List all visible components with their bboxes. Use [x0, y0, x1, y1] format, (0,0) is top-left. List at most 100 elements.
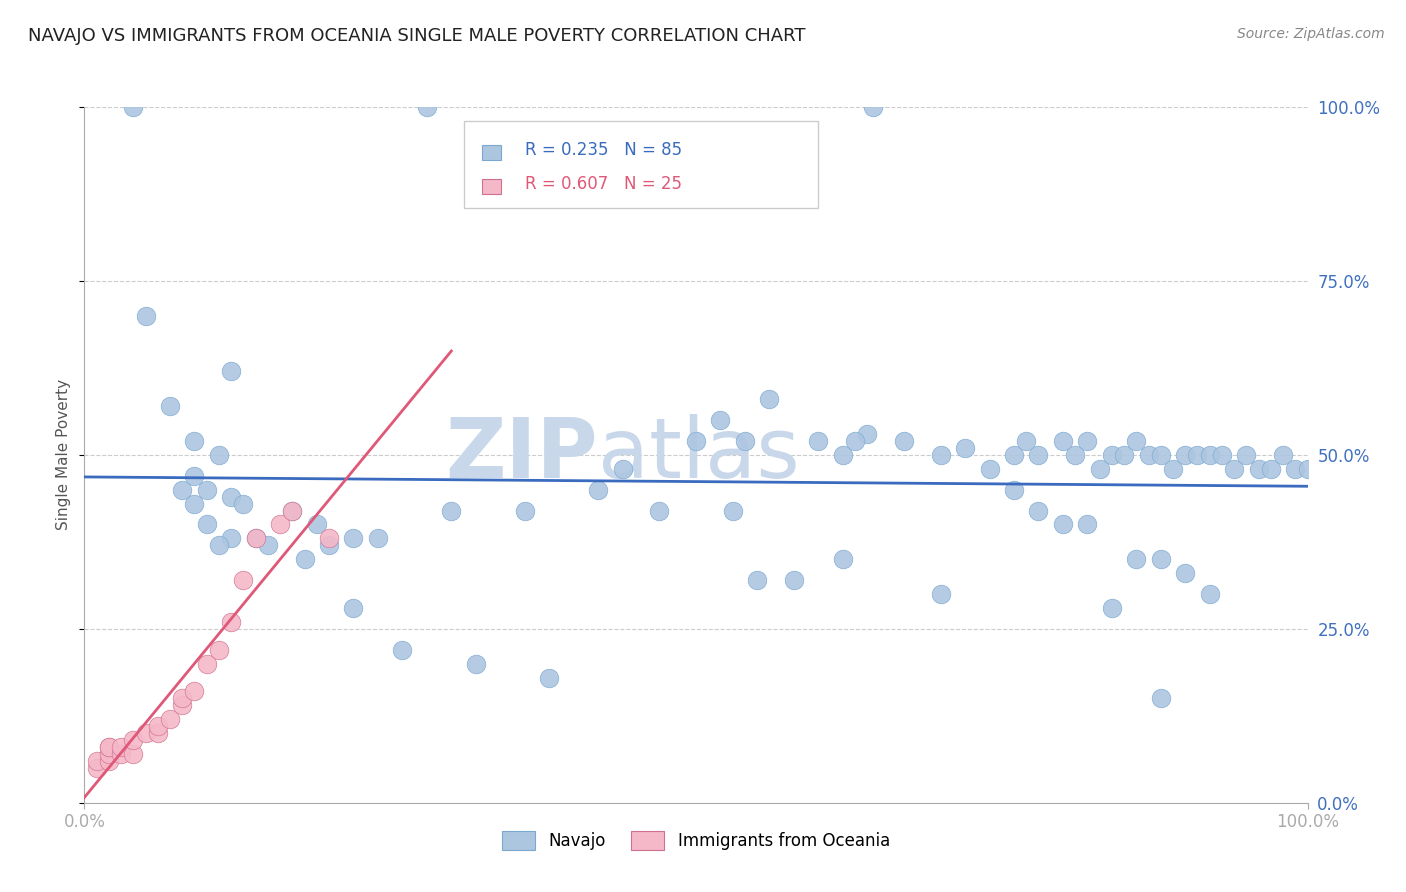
- Point: [367, 532, 389, 546]
- Point: [110, 747, 132, 761]
- Point: [783, 573, 806, 587]
- Point: [159, 399, 181, 413]
- Point: [721, 503, 744, 517]
- Point: [172, 691, 194, 706]
- Point: [1125, 552, 1147, 566]
- Point: [440, 503, 463, 517]
- Text: Source: ZipAtlas.com: Source: ZipAtlas.com: [1237, 27, 1385, 41]
- Point: [1161, 462, 1184, 476]
- Point: [1101, 448, 1123, 462]
- FancyBboxPatch shape: [482, 179, 501, 194]
- Point: [1064, 448, 1087, 462]
- Point: [195, 483, 218, 497]
- Point: [110, 740, 132, 755]
- Point: [1150, 552, 1173, 566]
- Point: [86, 754, 108, 768]
- Point: [1076, 434, 1098, 448]
- Point: [245, 532, 267, 546]
- Point: [648, 503, 671, 517]
- Point: [195, 517, 218, 532]
- Point: [586, 483, 609, 497]
- Point: [1052, 434, 1074, 448]
- Point: [1296, 462, 1319, 476]
- Point: [183, 684, 205, 698]
- FancyBboxPatch shape: [482, 145, 501, 160]
- Point: [219, 615, 242, 629]
- Point: [734, 434, 756, 448]
- Point: [318, 532, 340, 546]
- Point: [1052, 517, 1074, 532]
- Point: [1101, 601, 1123, 615]
- Point: [1125, 434, 1147, 448]
- Point: [1198, 587, 1220, 601]
- Point: [183, 434, 205, 448]
- Point: [1137, 448, 1160, 462]
- Point: [159, 712, 181, 726]
- FancyBboxPatch shape: [464, 121, 818, 208]
- Point: [245, 532, 267, 546]
- Text: atlas: atlas: [598, 415, 800, 495]
- Point: [97, 740, 120, 755]
- Point: [1236, 448, 1258, 462]
- Point: [281, 503, 304, 517]
- Point: [831, 448, 853, 462]
- Point: [1284, 462, 1306, 476]
- Point: [219, 532, 242, 546]
- Point: [831, 552, 853, 566]
- Point: [183, 497, 205, 511]
- Point: [183, 468, 205, 483]
- Point: [893, 434, 915, 448]
- Point: [953, 441, 976, 455]
- Point: [929, 448, 952, 462]
- Point: [1272, 448, 1295, 462]
- Point: [1015, 434, 1038, 448]
- Point: [208, 642, 231, 657]
- Point: [1028, 503, 1050, 517]
- Text: ZIP: ZIP: [446, 415, 598, 495]
- Point: [219, 490, 242, 504]
- Point: [342, 601, 364, 615]
- Point: [97, 740, 120, 755]
- Point: [513, 503, 536, 517]
- Point: [1002, 448, 1025, 462]
- Point: [122, 733, 145, 747]
- Point: [979, 462, 1001, 476]
- Point: [1002, 483, 1025, 497]
- Point: [146, 726, 169, 740]
- Point: [758, 392, 780, 407]
- Point: [416, 100, 439, 114]
- Point: [1198, 448, 1220, 462]
- Text: R = 0.607   N = 25: R = 0.607 N = 25: [524, 176, 682, 194]
- Point: [464, 657, 486, 671]
- Point: [232, 573, 254, 587]
- Point: [1174, 448, 1197, 462]
- Point: [122, 100, 145, 114]
- Point: [1088, 462, 1111, 476]
- Point: [208, 448, 231, 462]
- Point: [612, 462, 634, 476]
- Point: [1076, 517, 1098, 532]
- Point: [844, 434, 866, 448]
- Point: [172, 483, 194, 497]
- Point: [1150, 691, 1173, 706]
- Point: [318, 538, 340, 552]
- Point: [856, 427, 879, 442]
- Point: [257, 538, 280, 552]
- Point: [208, 538, 231, 552]
- Point: [1211, 448, 1233, 462]
- Point: [747, 573, 769, 587]
- Point: [1114, 448, 1136, 462]
- Point: [195, 657, 218, 671]
- Point: [1187, 448, 1209, 462]
- Point: [862, 100, 884, 114]
- Point: [97, 747, 120, 761]
- Point: [219, 364, 242, 378]
- Point: [807, 434, 830, 448]
- Y-axis label: Single Male Poverty: Single Male Poverty: [56, 379, 72, 531]
- Point: [97, 754, 120, 768]
- Point: [929, 587, 952, 601]
- Point: [135, 726, 157, 740]
- Point: [1223, 462, 1246, 476]
- Point: [86, 761, 108, 775]
- Point: [391, 642, 413, 657]
